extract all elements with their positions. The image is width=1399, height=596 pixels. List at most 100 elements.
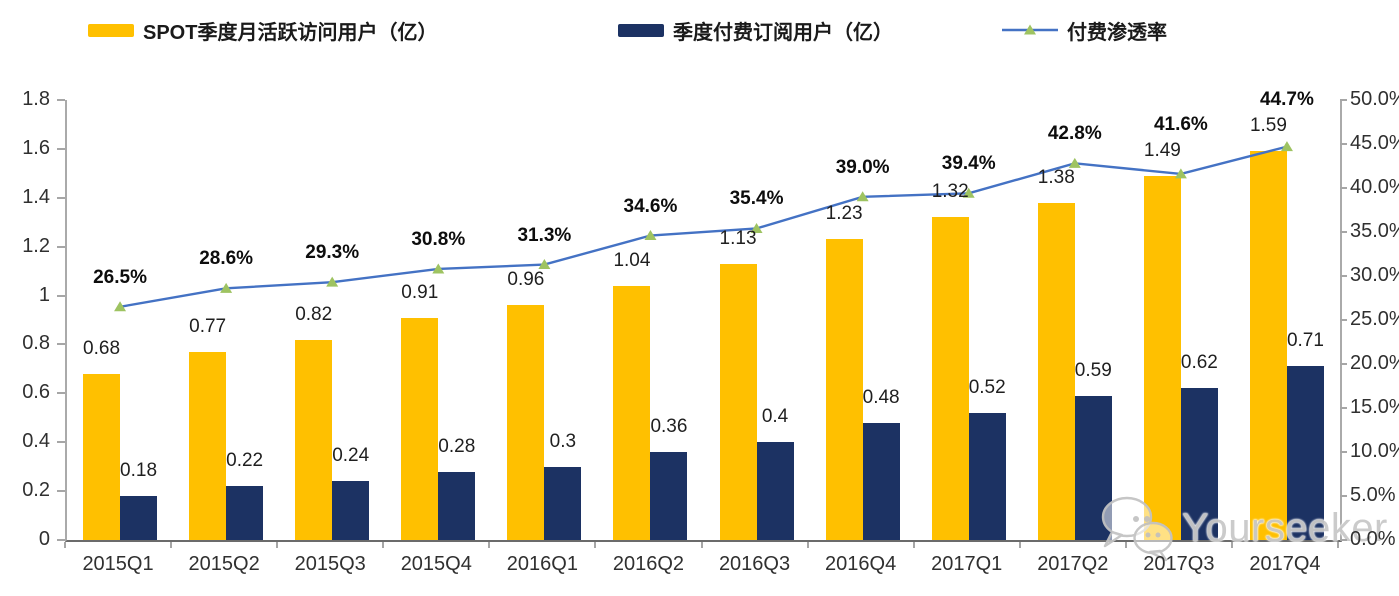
y-axis-label-right: 50.0% (1350, 88, 1399, 110)
mau-bar (825, 239, 863, 540)
y-axis-label-right: 0.0% (1350, 528, 1396, 550)
y-axis-tick-right (1340, 363, 1347, 365)
mau-bar-label: 0.68 (83, 337, 121, 359)
y-axis-tick-right (1340, 407, 1347, 409)
y-axis-tick-right (1340, 187, 1347, 189)
x-axis-tick (1125, 542, 1127, 548)
mau-bar-label: 0.77 (189, 315, 227, 337)
x-axis-label: 2017Q4 (1249, 553, 1321, 575)
line-marker (644, 230, 657, 241)
x-axis-tick (488, 542, 490, 548)
y-axis-tick-right (1340, 143, 1347, 145)
y-axis-tick-left (57, 343, 65, 346)
mau-bar (507, 305, 545, 540)
mau-bar-label: 1.59 (1249, 115, 1287, 137)
paid-bar (1286, 366, 1324, 540)
mau-bar (1143, 175, 1181, 540)
y-axis-tick-left (57, 196, 65, 199)
x-axis-tick (594, 542, 596, 548)
paid-bar-label: 0.36 (650, 416, 688, 437)
y-axis-tick-left (57, 99, 65, 101)
y-axis-label-left: 1.8 (22, 88, 50, 110)
mau-bar-label: 0.82 (295, 303, 333, 325)
x-axis-label: 2016Q1 (506, 553, 578, 575)
y-axis-tick-left (57, 490, 65, 493)
mau-bar-label: 0.91 (401, 281, 439, 303)
y-axis-tick-left (57, 147, 65, 150)
paid-bar-label: 0.52 (968, 376, 1006, 398)
y-axis-label-left: 1.4 (22, 185, 50, 208)
penetration-label: 29.3% (305, 242, 360, 264)
x-axis-tick (1231, 542, 1233, 548)
y-axis-tick-left (57, 539, 65, 541)
y-axis-label-left: 0 (38, 528, 50, 550)
paid-bar-label: 0.22 (226, 450, 264, 472)
mau-bar (1037, 202, 1075, 540)
line-marker (856, 191, 869, 202)
mau-bar-label: 1.38 (1037, 166, 1075, 188)
y-axis-label-right: 45.0% (1350, 132, 1399, 154)
legend-item-mau-bars: SPOT季度月活跃访问用户（亿） (88, 15, 437, 45)
y-axis-label-right: 30.0% (1350, 264, 1399, 286)
paid-bar (1180, 388, 1218, 540)
penetration-label: 44.7% (1260, 89, 1314, 111)
line-marker (432, 263, 445, 274)
y-axis-label-left: 1.6 (22, 136, 50, 159)
watermark: Yourseeker (1098, 494, 1388, 562)
paid-bar (756, 442, 794, 540)
line-marker (1174, 168, 1187, 179)
line-marker (750, 222, 763, 233)
line-marker (962, 187, 975, 198)
y-axis-tick-right (1340, 539, 1347, 541)
x-axis-label: 2017Q1 (931, 553, 1003, 575)
y-axis-label-left: 1.2 (22, 234, 50, 257)
paid-bar-swatch (618, 23, 664, 37)
penetration-label: 28.6% (199, 248, 254, 270)
paid-bar-label: 0.59 (1074, 359, 1112, 381)
y-axis-tick-left (57, 294, 65, 297)
data-labels-layer: 0.68 0.18 26.5% 0.77 0.22 28.6% 0.82 0.24 29.3% 0… (67, 89, 1340, 540)
paid-bar-label: 0.48 (862, 386, 900, 408)
x-axis-tick (913, 542, 915, 548)
mau-bar-label: 1.49 (1143, 139, 1181, 161)
paid-bar (862, 422, 900, 540)
mau-bar-label: 0.96 (507, 269, 545, 291)
mau-bar (1249, 151, 1287, 540)
penetration-label: 31.3% (517, 224, 572, 246)
mau-bar (295, 339, 333, 540)
paid-bar-label: 0.62 (1180, 352, 1218, 374)
plot-area: 0.68 0.18 26.5% 0.77 0.22 28.6% 0.82 0.24 29.3% 0… (65, 89, 1342, 542)
mau-bar-label: 1.23 (825, 203, 863, 225)
penetration-label: 26.5% (93, 266, 147, 288)
paid-bar (120, 496, 158, 540)
y-axis-tick-right (1340, 99, 1347, 101)
paid-bar (438, 471, 476, 540)
mau-bar (83, 373, 121, 540)
penetration-label: 41.6% (1153, 113, 1208, 135)
y-axis-label-right: 20.0% (1350, 352, 1399, 374)
paid-bar-label: 0.24 (332, 445, 370, 467)
line-marker (1280, 141, 1293, 152)
mau-bar (719, 263, 757, 540)
legend-label-penetration: 付费渗透率 (1067, 21, 1167, 44)
paid-bar (650, 452, 688, 540)
paid-bar (544, 466, 582, 540)
y-axis-tick-right (1340, 231, 1347, 233)
x-axis-label: 2015Q4 (400, 553, 472, 575)
y-axis-label-left: 0.4 (22, 430, 50, 453)
mau-bar (189, 351, 227, 540)
line-marker (114, 301, 127, 312)
mau-bar (931, 217, 969, 540)
y-axis-label-right: 5.0% (1350, 484, 1396, 506)
paid-bar-label: 0.71 (1286, 330, 1324, 352)
penetration-label: 39.0% (835, 156, 890, 178)
y-axis-tick-right (1340, 275, 1347, 277)
x-axis-tick (382, 542, 384, 548)
y-axis-tick-left (57, 392, 65, 395)
line-marker (220, 282, 233, 293)
y-axis-tick-right (1340, 451, 1347, 453)
line-marker (538, 259, 551, 270)
penetration-line-layer (114, 141, 1293, 312)
x-axis-tick (1019, 542, 1021, 548)
x-axis-tick (807, 542, 809, 548)
